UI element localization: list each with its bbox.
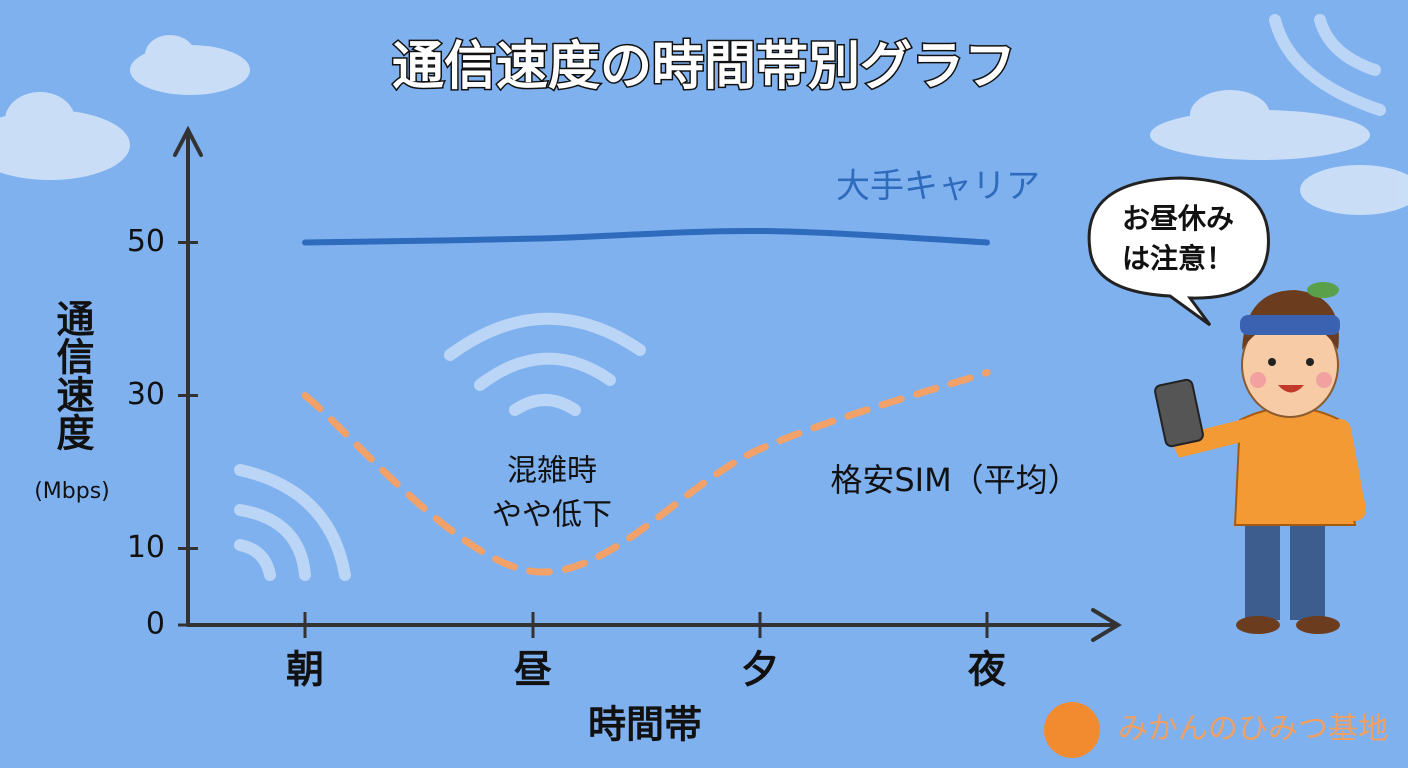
y-tick-label: 0 [146,607,165,642]
x-tick-label: 朝 [286,648,324,692]
y-axis-title: 通信速度 [50,299,94,451]
y-tick-label: 30 [127,377,165,412]
x-tick-label: 昼 [514,648,552,692]
y-tick-label: 50 [127,224,165,259]
axes [173,125,1122,642]
series-label: 格安SIM（平均） [830,461,1079,499]
y-axis-unit: (Mbps) [34,479,110,504]
speech-text: お昼休み [1122,202,1234,235]
annotation: やや低下 [492,498,612,533]
series-line [302,227,990,246]
watermark: みかんのひみつ基地 [1118,712,1388,747]
annotation: 混雑時 [507,454,597,489]
chart-title: 通信速度の時間帯別グラフ [392,37,1016,97]
series-line [301,369,991,576]
x-tick-label: 夕 [741,648,779,692]
character [1087,176,1366,634]
clouds [0,35,1408,215]
wifi-icons [234,14,1386,581]
series-label: 大手キャリア [836,167,1040,207]
x-tick-label: 夜 [967,648,1007,692]
y-tick-label: 10 [127,530,165,565]
x-axis-title: 時間帯 [588,703,702,747]
speech-text: は注意！ [1122,242,1234,275]
logo-icon [1044,702,1100,758]
